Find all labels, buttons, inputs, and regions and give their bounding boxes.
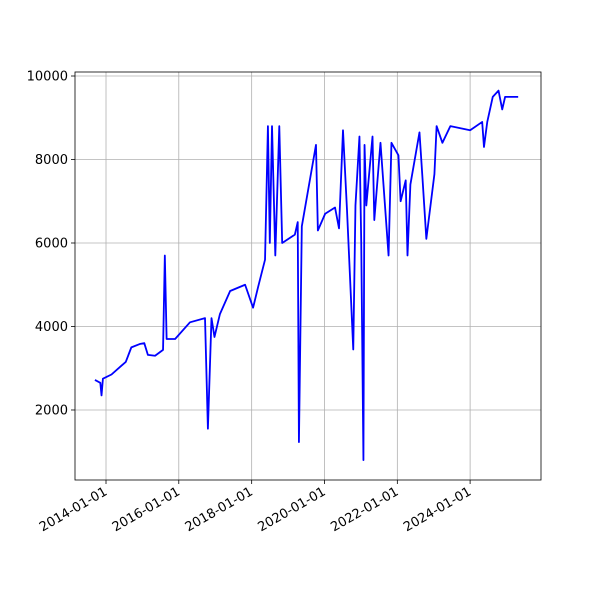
y-tick-label: 6000: [35, 236, 68, 251]
y-tick-label: 10000: [27, 70, 68, 85]
axes-frame: [74, 71, 542, 481]
y-tick-label: 2000: [35, 403, 68, 418]
data-line: [94, 89, 519, 461]
plot: [94, 89, 519, 461]
grid: [75, 72, 541, 480]
y-tick-label: 8000: [35, 153, 68, 168]
y-tick-label: 4000: [35, 320, 68, 335]
